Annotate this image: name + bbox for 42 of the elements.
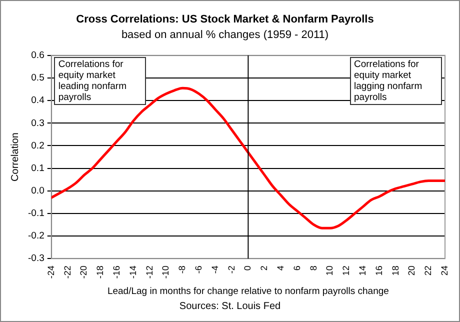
x-tick-label: -4 xyxy=(210,266,220,274)
x-axis-title: Lead/Lag in months for change relative to nonfarm payrolls change xyxy=(107,286,389,297)
y-tick-label: 0.5 xyxy=(31,72,44,84)
y-tick-label: 0.1 xyxy=(31,162,44,174)
x-tick-label: -20 xyxy=(78,266,89,279)
chart-title: Cross Correlations: US Stock Market & Nonfarm Payrolls xyxy=(76,14,374,26)
y-tick-label: 0.0 xyxy=(31,185,44,196)
x-tick-label: 8 xyxy=(308,266,318,271)
x-tick-label: -24 xyxy=(46,266,56,279)
y-tick-label: -0.1 xyxy=(28,208,44,220)
x-tick-label: 12 xyxy=(341,266,352,276)
x-tick-label: -16 xyxy=(111,266,122,279)
annotation: Correlations for equity market leading nonfarm payrolls xyxy=(54,57,146,106)
x-tick-label: 20 xyxy=(406,266,417,276)
y-tick-label: 0.4 xyxy=(31,95,44,106)
x-tick-label: -12 xyxy=(144,266,154,279)
x-tick-label: 10 xyxy=(324,266,335,276)
chart-subtitle: based on annual % changes (1959 - 2011) xyxy=(121,28,329,41)
x-tick-label: 2 xyxy=(259,266,270,271)
y-tick-label: 0.3 xyxy=(31,118,44,129)
x-tick-label: 6 xyxy=(292,266,302,271)
x-tick-label: -10 xyxy=(160,266,171,279)
x-tick-label: -14 xyxy=(128,266,138,279)
y-tick-label: 0.6 xyxy=(31,50,44,62)
annotation: Correlations for equity market lagging nonfarm payrolls xyxy=(350,57,442,106)
y-tick-label: -0.3 xyxy=(28,253,44,264)
x-tick-label: 14 xyxy=(357,266,368,276)
x-tick-label: 16 xyxy=(374,266,384,276)
source-note: Sources: St. Louis Fed xyxy=(178,301,282,312)
x-tick-label: 4 xyxy=(275,266,286,271)
x-tick-label: -8 xyxy=(177,266,188,274)
y-tick-label: 0.2 xyxy=(31,140,44,152)
x-tick-label: -18 xyxy=(95,266,106,279)
x-tick-label: -22 xyxy=(62,266,72,279)
y-tick-label: -0.2 xyxy=(28,230,44,242)
x-tick-label: -6 xyxy=(193,266,204,274)
x-tick-label: 0 xyxy=(242,266,253,271)
x-tick-label: 18 xyxy=(390,266,400,276)
y-axis-title: Correlation xyxy=(10,132,21,182)
x-tick-label: -2 xyxy=(226,266,236,274)
x-tick-label: 22 xyxy=(423,266,434,276)
x-tick-label: 24 xyxy=(439,266,450,276)
